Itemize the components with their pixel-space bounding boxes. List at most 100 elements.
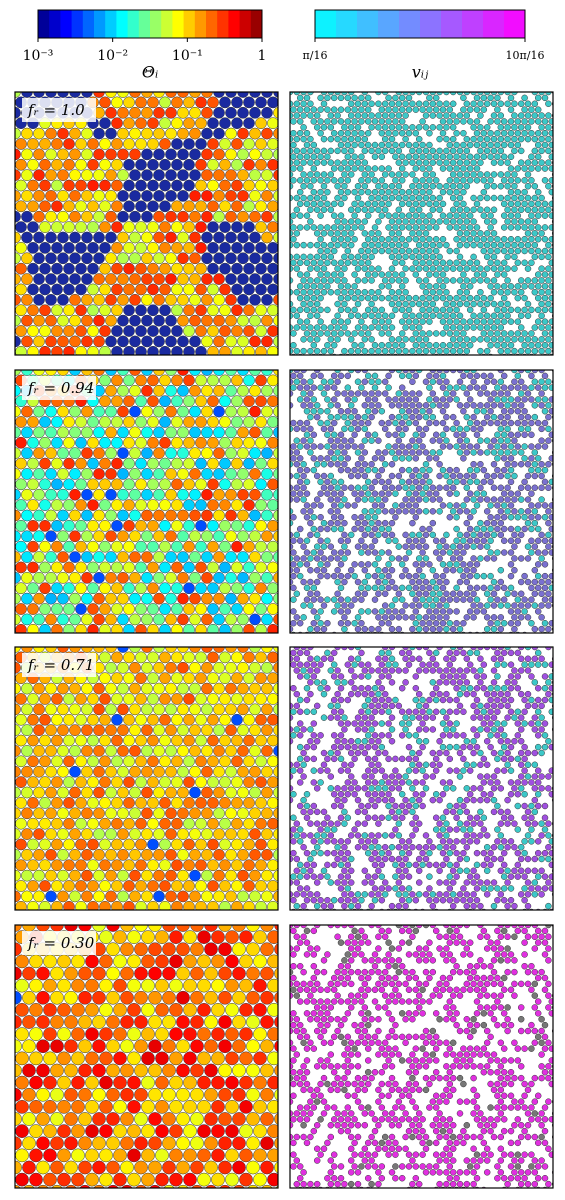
particle [296, 94, 304, 102]
particle [490, 555, 498, 562]
particle [521, 235, 528, 243]
particle [231, 755, 243, 768]
particle [487, 696, 494, 704]
particle [141, 370, 153, 376]
particle [267, 436, 278, 449]
particle [231, 325, 243, 337]
particle [436, 159, 443, 166]
particle [436, 265, 443, 272]
particle [497, 112, 505, 119]
particle [500, 490, 508, 497]
particle [436, 449, 443, 456]
particle [395, 336, 403, 343]
particle [432, 419, 440, 427]
particle [207, 582, 219, 595]
particle [521, 431, 528, 439]
particle [147, 395, 159, 408]
particle [477, 92, 484, 96]
particle [524, 602, 532, 609]
particle [261, 314, 273, 327]
particle [388, 531, 396, 539]
particle [93, 509, 105, 522]
particle [388, 100, 396, 108]
particle [381, 277, 389, 284]
particle [207, 623, 219, 633]
particle [153, 530, 165, 543]
particle [27, 138, 39, 150]
particle [514, 537, 522, 545]
particle [354, 135, 362, 143]
particle [364, 661, 372, 668]
particle [500, 318, 508, 325]
particle [402, 124, 409, 131]
particle [487, 318, 494, 325]
particle [521, 419, 528, 427]
particle [538, 460, 545, 468]
particle [296, 649, 304, 657]
particle [177, 530, 189, 543]
particle [15, 880, 27, 892]
particle [439, 407, 447, 415]
particle [541, 294, 549, 302]
particle [483, 714, 491, 721]
particle [243, 416, 255, 428]
particle [267, 797, 278, 809]
particle [225, 890, 237, 903]
particle [460, 94, 467, 102]
particle [330, 318, 338, 325]
particle [432, 684, 440, 692]
particle [381, 449, 389, 456]
particle [177, 252, 189, 265]
particle [497, 336, 505, 343]
particle [556, 432, 562, 438]
particle [33, 509, 45, 522]
particle [93, 447, 105, 459]
particle [371, 200, 379, 208]
particle [371, 384, 379, 391]
particle [324, 478, 331, 486]
particle [159, 561, 171, 574]
particle [51, 499, 63, 511]
particle [261, 592, 273, 605]
particle [545, 206, 552, 214]
particle [330, 129, 338, 137]
particle [500, 619, 508, 627]
particle [477, 484, 484, 492]
particle [267, 395, 278, 408]
particle [279, 756, 290, 767]
particle [534, 294, 542, 302]
particle [538, 726, 545, 733]
particle [405, 372, 413, 380]
particle [490, 100, 498, 108]
particle [75, 416, 87, 428]
particle [313, 625, 321, 633]
particle [69, 807, 81, 820]
particle [231, 96, 243, 109]
particle [368, 625, 375, 633]
particle [39, 242, 51, 254]
particle [364, 330, 372, 337]
particle [341, 277, 348, 284]
particle [446, 443, 454, 450]
particle [330, 106, 338, 113]
particle [273, 148, 278, 161]
particle [375, 655, 382, 663]
particle [432, 537, 440, 545]
particle [300, 324, 307, 331]
particle [402, 531, 409, 539]
particle [207, 755, 219, 768]
particle [177, 848, 189, 861]
particle [473, 224, 481, 231]
particle [507, 384, 515, 391]
particle [207, 304, 219, 317]
particle [483, 230, 491, 237]
particle [483, 390, 491, 397]
particle [358, 596, 365, 603]
particle [57, 551, 69, 563]
particle [15, 221, 27, 233]
particle [412, 224, 420, 231]
particle [556, 538, 562, 544]
particle [300, 370, 307, 374]
particle [183, 242, 195, 254]
particle [477, 679, 484, 686]
